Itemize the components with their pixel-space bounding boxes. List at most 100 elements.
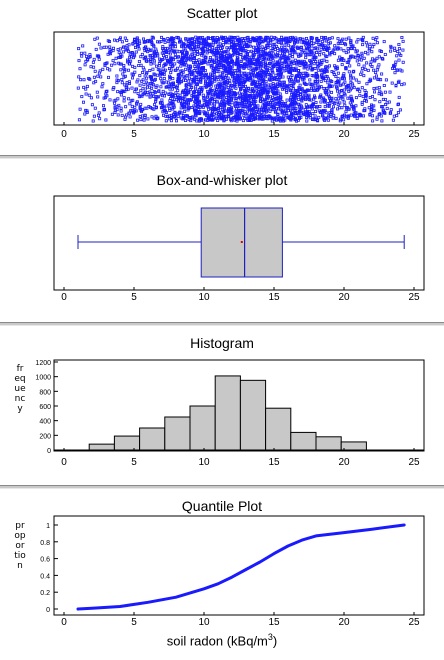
scatter-point bbox=[208, 46, 212, 50]
scatter-point bbox=[270, 119, 274, 123]
scatter-point bbox=[360, 86, 364, 90]
scatter-point bbox=[211, 46, 215, 50]
scatter-point bbox=[371, 119, 375, 123]
scatter-point bbox=[360, 51, 364, 55]
scatter-point bbox=[323, 117, 327, 121]
scatter-point bbox=[138, 83, 142, 87]
scatter-point bbox=[125, 44, 129, 48]
scatter-point bbox=[394, 60, 398, 64]
scatter-point bbox=[347, 57, 351, 61]
scatter-point bbox=[289, 89, 293, 93]
scatter-point bbox=[391, 66, 395, 70]
scatter-point bbox=[108, 39, 112, 43]
scatter-point bbox=[320, 114, 324, 118]
scatter-point bbox=[334, 75, 338, 79]
scatter-point bbox=[301, 96, 305, 100]
x-tick-label: 20 bbox=[338, 617, 350, 628]
scatter-point bbox=[168, 74, 172, 78]
scatter-point bbox=[238, 109, 242, 113]
scatter-point bbox=[269, 38, 273, 42]
scatter-point bbox=[216, 44, 220, 48]
scatter-point bbox=[367, 106, 371, 110]
scatter-point bbox=[310, 49, 314, 53]
scatter-point bbox=[306, 89, 310, 93]
scatter-point bbox=[345, 106, 349, 110]
scatter-point bbox=[186, 79, 190, 83]
scatter-point bbox=[159, 85, 163, 89]
scatter-point bbox=[211, 118, 215, 122]
histogram-axes: 0 200 400 600 800 1000 1200 0 5 10 15 20 25 bbox=[35, 360, 424, 468]
scatter-point bbox=[141, 37, 145, 41]
scatter-point bbox=[255, 67, 259, 71]
scatter-point bbox=[328, 37, 332, 41]
scatter-point bbox=[249, 108, 253, 112]
scatter-point bbox=[280, 52, 284, 56]
scatter-point bbox=[272, 54, 276, 58]
scatter-point bbox=[156, 68, 160, 72]
scatter-point bbox=[198, 67, 202, 71]
scatter-point bbox=[164, 85, 168, 89]
scatter-point bbox=[299, 53, 303, 57]
scatter-point bbox=[230, 101, 234, 105]
scatter-point bbox=[103, 64, 107, 68]
scatter-point bbox=[315, 80, 319, 84]
scatter-point bbox=[79, 51, 83, 55]
scatter-point bbox=[216, 50, 220, 54]
scatter-point bbox=[327, 85, 331, 89]
scatter-point bbox=[313, 96, 317, 100]
scatter-point bbox=[218, 102, 222, 106]
scatter-point bbox=[283, 110, 287, 114]
panel-separator bbox=[0, 485, 444, 489]
scatter-point bbox=[213, 77, 217, 81]
scatter-point bbox=[307, 93, 311, 97]
scatter-point bbox=[284, 108, 288, 112]
scatter-point bbox=[328, 41, 332, 45]
scatter-point bbox=[167, 117, 171, 121]
x-tick-label: 25 bbox=[408, 292, 420, 303]
scatter-point bbox=[139, 89, 143, 93]
scatter-point bbox=[77, 47, 81, 51]
scatter-point bbox=[331, 100, 335, 104]
scatter-point bbox=[303, 96, 307, 100]
scatter-point bbox=[191, 77, 195, 81]
scatter-point bbox=[328, 51, 332, 55]
scatter-point bbox=[145, 85, 149, 89]
scatter-point bbox=[282, 64, 286, 68]
scatter-point bbox=[323, 98, 327, 102]
scatter-point bbox=[143, 40, 147, 44]
scatter-point bbox=[101, 82, 105, 86]
scatter-point bbox=[116, 90, 120, 94]
scatter-point bbox=[229, 65, 233, 69]
scatter-point bbox=[261, 40, 265, 44]
y-tick-label: 0.4 bbox=[40, 573, 50, 580]
scatter-point bbox=[298, 72, 302, 76]
scatter-point bbox=[363, 109, 367, 113]
scatter-point bbox=[83, 112, 87, 116]
scatter-point bbox=[305, 47, 309, 51]
scatter-point bbox=[244, 74, 248, 78]
scatter-point bbox=[273, 85, 277, 89]
scatter-point bbox=[239, 39, 243, 43]
scatter-point bbox=[230, 60, 234, 64]
scatter-point bbox=[119, 68, 123, 72]
scatter-point bbox=[274, 110, 278, 114]
scatter-point bbox=[145, 59, 149, 63]
scatter-point bbox=[263, 98, 267, 102]
scatter-point bbox=[335, 66, 339, 70]
scatter-point bbox=[319, 48, 323, 52]
scatter-point bbox=[205, 82, 209, 86]
scatter-point bbox=[345, 60, 349, 64]
scatter-point bbox=[148, 54, 152, 58]
y-tick-label: 1 bbox=[46, 523, 50, 530]
scatter-point bbox=[227, 109, 231, 113]
scatter-point bbox=[291, 84, 295, 88]
scatter-point bbox=[236, 61, 240, 65]
mean-marker bbox=[240, 241, 243, 243]
scatter-point bbox=[104, 92, 108, 96]
scatter-point bbox=[186, 108, 190, 112]
scatter-point bbox=[262, 114, 266, 118]
scatter-point bbox=[144, 59, 148, 63]
scatter-point bbox=[321, 43, 325, 47]
scatter-point bbox=[320, 39, 324, 43]
scatter-point bbox=[119, 62, 123, 66]
